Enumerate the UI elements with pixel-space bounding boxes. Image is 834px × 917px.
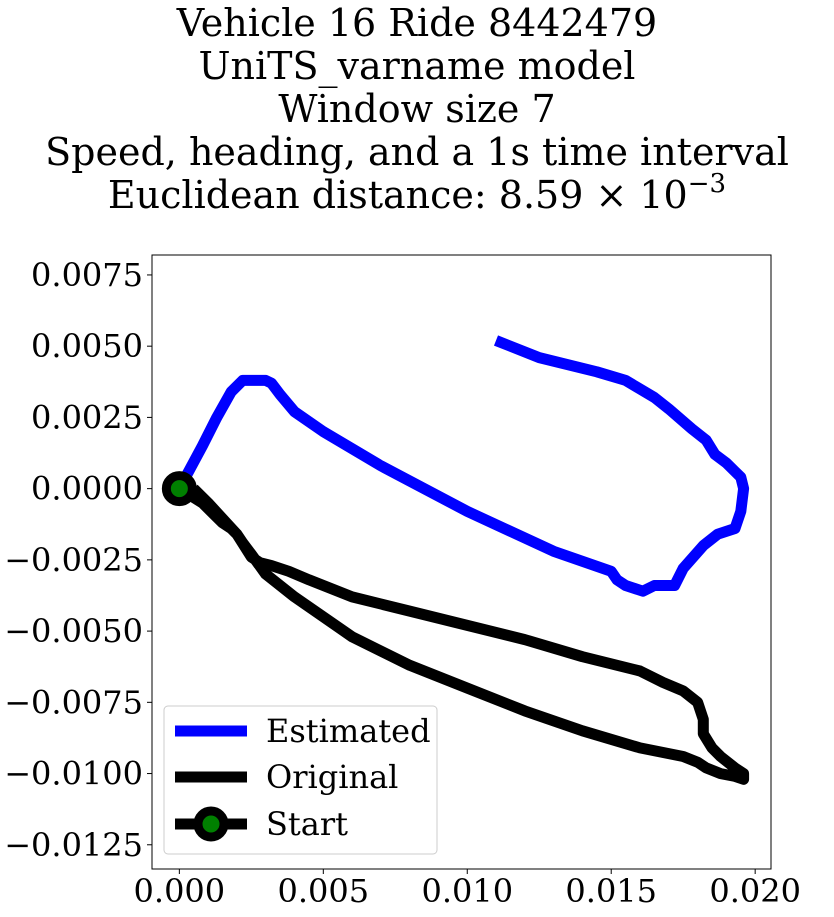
y-tick-label-4: −0.0025 xyxy=(4,541,143,579)
title-line-4: Speed, heading, and a 1s time interval xyxy=(45,130,789,174)
legend: Estimated Original Start xyxy=(163,705,438,855)
title-line-1: Vehicle 16 Ride 8442479 xyxy=(176,1,657,45)
legend-label-estimated: Estimated xyxy=(266,712,431,750)
y-tick-label-5: −0.0050 xyxy=(4,612,143,650)
title-line-2: UniTS_varname model xyxy=(199,44,636,89)
y-tick-label-3: 0.0000 xyxy=(31,470,143,508)
axes: 0.000 0.005 0.010 0.015 0.020 0.0075 0.0050 0.0… xyxy=(4,254,801,910)
x-tick-label-0: 0.000 xyxy=(134,872,226,910)
x-tick-label-2: 0.010 xyxy=(421,872,513,910)
title-distance-line: Euclidean distance: 8.59 × 10−3 xyxy=(108,169,726,217)
y-tick-label-0: 0.0075 xyxy=(31,256,143,294)
series-line-estimated xyxy=(174,335,750,597)
legend-box xyxy=(163,705,438,855)
start-marker xyxy=(161,471,197,507)
y-tick-label-7: −0.0100 xyxy=(4,755,143,793)
axes-frame xyxy=(151,254,772,870)
y-tick-label-1: 0.0050 xyxy=(31,327,143,365)
legend-marker-start xyxy=(193,806,229,842)
legend-label-original: Original xyxy=(266,758,398,796)
x-tick-label-4: 0.020 xyxy=(709,872,801,910)
y-tick-label-6: −0.0075 xyxy=(4,683,143,721)
series-group xyxy=(161,335,750,785)
y-tick-label-2: 0.0025 xyxy=(31,398,143,436)
y-tick-label-8: −0.0125 xyxy=(4,826,143,864)
legend-label-start: Start xyxy=(266,805,348,843)
x-tick-label-3: 0.015 xyxy=(565,872,657,910)
series-line-original xyxy=(176,483,750,785)
x-tick-label-1: 0.005 xyxy=(277,872,369,910)
title-line-3: Window size 7 xyxy=(278,87,555,131)
